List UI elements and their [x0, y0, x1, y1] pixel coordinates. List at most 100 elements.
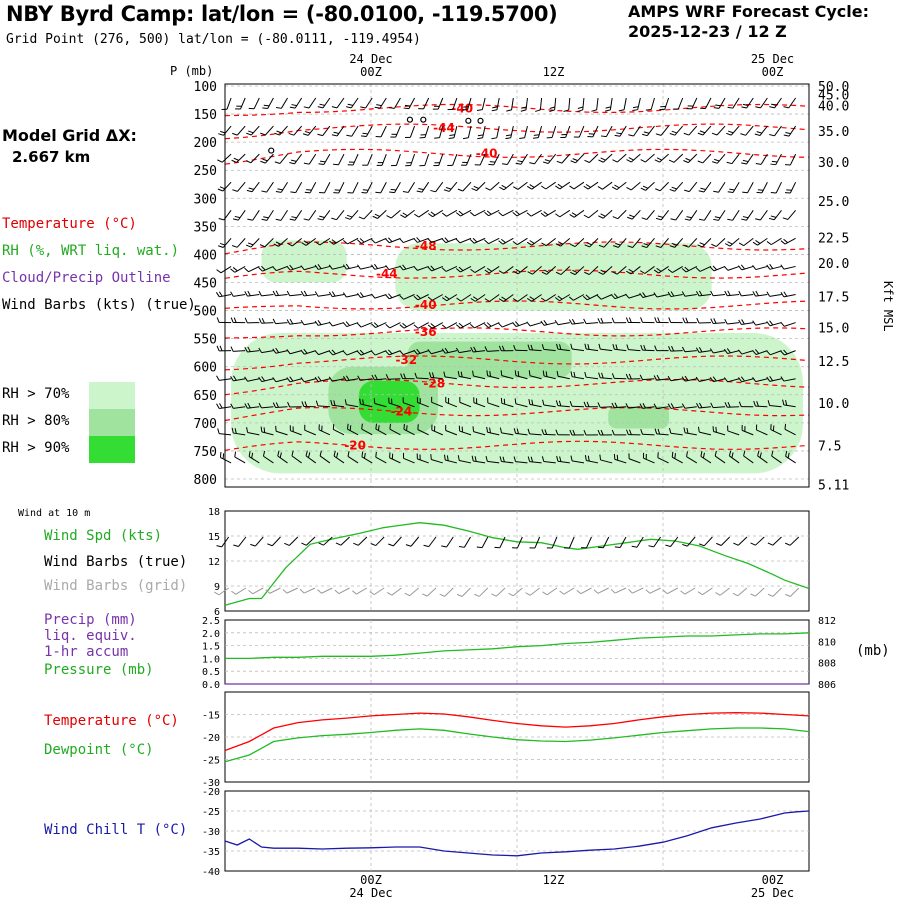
wind-barb [290, 181, 303, 194]
barb-feather [756, 401, 759, 407]
barb-staff [233, 294, 246, 297]
barb-feather [484, 239, 489, 245]
barb-staff [732, 181, 740, 193]
wind-barb [389, 423, 401, 436]
wind-barb [499, 181, 514, 191]
barb-staff [347, 428, 359, 436]
wind-barb [697, 238, 712, 248]
wind-barb [405, 153, 416, 167]
barb-feather [639, 403, 644, 409]
barb-staff [221, 153, 232, 163]
barb-feather [612, 271, 618, 275]
wind-barb [598, 266, 613, 275]
wind-barb [628, 453, 641, 464]
barb-feather [291, 104, 297, 107]
barb-feather [300, 349, 305, 355]
wind-barb-true [335, 536, 350, 546]
wind-barb [752, 377, 768, 383]
barb-feather [573, 371, 576, 378]
barb-feather [626, 186, 632, 191]
wind-barb [710, 318, 726, 324]
wind-barb-true [597, 536, 610, 549]
wind-barb-grid [474, 587, 489, 597]
wind-barb [627, 238, 641, 248]
barb-feather [655, 133, 662, 136]
wind-barb [485, 455, 500, 464]
wind-barb [683, 125, 698, 136]
wind-barb-grid [750, 587, 765, 597]
wind-barb [275, 210, 288, 221]
barb-feather [319, 160, 326, 163]
barb-feather [362, 164, 368, 166]
wind-barb [669, 181, 684, 192]
barb-feather [289, 264, 294, 270]
barb-staff [557, 405, 570, 408]
wind-barb [399, 264, 415, 271]
barb-staff [684, 294, 697, 297]
barb-feather [441, 545, 447, 548]
barb-staff [545, 181, 556, 190]
barb-staff [636, 536, 644, 548]
barb-feather [455, 238, 461, 244]
wind-barb [540, 294, 556, 302]
barb-feather [733, 542, 739, 546]
barb-feather [711, 243, 717, 248]
wind-barb [640, 181, 655, 191]
barb-feather [470, 323, 475, 329]
wind-10m-label: Wind at 10 m [18, 508, 91, 519]
isotherm-label: -40 [476, 146, 498, 160]
barb-feather [541, 344, 545, 350]
wind-barb [286, 318, 302, 325]
barb-feather [741, 425, 743, 431]
barb-feather [371, 374, 375, 381]
barb-feather [755, 424, 758, 430]
barb-feather [668, 317, 672, 323]
wind-barb [542, 370, 556, 380]
barb-staff [551, 536, 558, 549]
isotherm-line [224, 148, 810, 165]
barb-staff [572, 376, 585, 380]
wind-barb [291, 450, 302, 464]
barb-feather [444, 454, 446, 461]
kft-tick-label: 12.5 [818, 355, 849, 370]
wind-barb [528, 370, 542, 380]
barb-staff [517, 181, 528, 190]
barb-feather [473, 346, 477, 352]
barb-feather [744, 426, 746, 432]
barb-feather [640, 159, 646, 163]
barb-staff [247, 406, 260, 409]
panel-tick-label: -35 [202, 847, 220, 858]
barb-staff [787, 209, 796, 220]
barb-feather [346, 134, 352, 137]
wind-barb [598, 238, 613, 248]
barb-staff [788, 97, 797, 109]
barb-feather [542, 161, 549, 164]
barb-staff [496, 125, 500, 138]
barb-staff [731, 153, 740, 164]
wind-barb [771, 450, 782, 464]
barb-feather [512, 212, 518, 217]
barb-feather [697, 132, 704, 136]
wind-barb [331, 125, 345, 137]
barb-feather [386, 591, 393, 596]
wind-barb [287, 401, 302, 408]
wind-barb [272, 347, 288, 354]
barb-staff [248, 456, 260, 464]
barb-feather [715, 426, 717, 433]
barb-feather [628, 589, 633, 594]
wind-barb [372, 209, 387, 219]
barb-staff [789, 181, 797, 194]
barb-feather [525, 592, 531, 596]
barb-feather [614, 546, 621, 549]
pressure-tick-label: 100 [194, 80, 217, 95]
pressure-tick-label: 812 [818, 616, 836, 627]
barb-staff [587, 294, 599, 301]
wind-barb [532, 125, 543, 139]
barb-feather [639, 374, 643, 380]
wind-barb [286, 349, 302, 355]
barb-feather [569, 185, 575, 190]
barb-staff [660, 209, 669, 221]
barb-feather [752, 320, 757, 326]
barb-staff [404, 209, 415, 218]
